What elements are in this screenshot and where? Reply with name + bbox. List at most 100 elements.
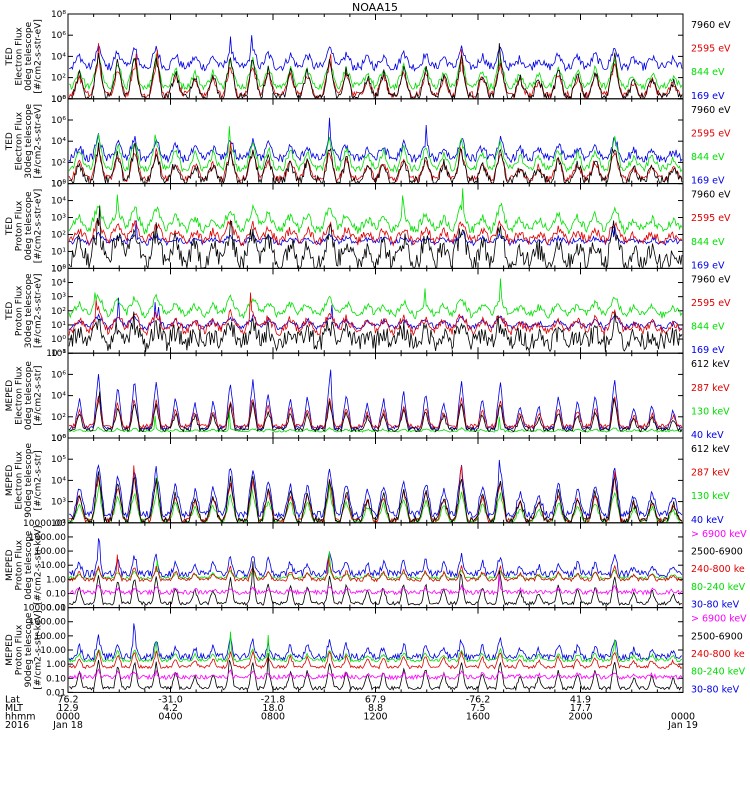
y-tick-label: 10⁸ [51, 95, 66, 105]
legend-entry: 40 keV [691, 430, 724, 441]
y-tick-label: 10⁴ [51, 392, 66, 402]
series-trace [68, 650, 683, 670]
y-tick-label: 10¹ [51, 247, 66, 257]
y-tick-label: 10⁵ [51, 455, 66, 465]
y-axis-label: TEDElectron Flux0deg telescope[#/cm2-s-s… [5, 19, 44, 94]
x-tick-label: -21.8 [261, 694, 286, 705]
legend-entry: 7960 eV [691, 190, 731, 201]
legend-entry: 287 keV [691, 468, 730, 479]
y-tick-label: 10⁰ [51, 180, 66, 190]
y-tick-label: 10³ [51, 214, 66, 224]
legend-entry: > 6900 keV [691, 529, 747, 540]
y-tick-label: 10⁶ [51, 31, 66, 41]
y-axis-label: TEDElectron Flux30deg telescope[#/cm2-s-… [5, 103, 44, 178]
x-tick-label: 12.9 [57, 703, 78, 714]
x-row-label: hhmm [5, 711, 36, 722]
y-tick-label: 0.01 [46, 604, 66, 614]
y-tick-label: 10² [51, 230, 66, 240]
series-trace [68, 668, 683, 681]
y-tick-label: 100.00 [35, 632, 67, 642]
series-trace [68, 653, 683, 692]
series-trace [68, 126, 683, 174]
legend-entry: 7960 eV [691, 20, 731, 31]
panel-6: 10² 10³ 10⁴ 10⁵ 10⁶ MEPEDElectron Flux90deg t… [5, 434, 730, 529]
y-tick-label: 10² [51, 519, 66, 529]
legend-entry: 240-800 ke [691, 564, 745, 575]
chart-title: NOAA15 [351, 1, 399, 14]
legend-entry: 2500-6900 [691, 631, 743, 642]
legend-entry: 30-80 keV [691, 600, 740, 611]
series-trace [68, 219, 683, 247]
series-trace [69, 471, 682, 524]
x-tick-label: 2000 [568, 711, 592, 722]
y-tick-label: 10³ [51, 293, 66, 303]
legend-entry: > 6900 keV [691, 614, 747, 625]
y-tick-label: 1.00 [46, 575, 66, 585]
series-trace [69, 43, 683, 100]
legend-entry: 169 eV [691, 176, 725, 187]
y-axis-label: TEDProton Flux30deg telescope[#/cm2-s-st… [5, 273, 44, 348]
y-tick-label: 0.10 [46, 674, 66, 684]
y-axis-label: MEPEDProton Flux90deg telescope[#/cm2-s-… [5, 610, 44, 689]
panel-1: 10⁰ 10² 10⁴ 10⁶ 10⁸ TEDElectron Flux0deg tele… [5, 10, 731, 105]
panel-3: 10⁰ 10¹ 10² 10³ 10⁴ 10⁵ TEDProton Flux0deg tel… [5, 180, 731, 275]
legend-entry: 2595 eV [691, 128, 731, 139]
y-tick-label: 10⁴ [51, 279, 66, 289]
panel-frame [67, 183, 684, 269]
series-trace [69, 538, 683, 579]
legend-entry: 169 eV [691, 345, 725, 356]
x-tick-label: 7.5 [470, 703, 485, 714]
x-tick-label: -76.2 [466, 694, 491, 705]
series-trace [68, 43, 683, 100]
series-trace [68, 396, 683, 430]
legend-entry: 40 keV [691, 515, 724, 526]
x-row-label: Lat [5, 694, 20, 705]
series-trace [68, 411, 683, 433]
legend-entry: 240-800 ke [691, 649, 745, 660]
panel-4: 10⁻¹ 10⁰ 10¹ 10² 10³ 10⁴ 10⁵ TEDProton Flux30de… [5, 264, 731, 359]
legend-entry: 287 keV [691, 383, 730, 394]
series-trace [68, 292, 683, 337]
series-trace [69, 35, 683, 72]
x-row-label: 2016 [5, 720, 29, 731]
y-tick-label: 10⁶ [51, 116, 66, 126]
legend-entry: 130 keV [691, 406, 730, 417]
y-tick-label: 10⁰ [51, 264, 66, 274]
y-tick-label: 10⁻¹ [46, 349, 66, 359]
y-tick-label: 10⁴ [51, 476, 66, 486]
legend-entry: 7960 eV [691, 274, 731, 285]
legend-entry: 80-240 keV [691, 667, 746, 678]
x-tick-label: 0000 [56, 711, 80, 722]
y-tick-label: 10² [51, 158, 66, 168]
x-tick-label: Jan 18 [52, 720, 83, 731]
y-tick-label: 10⁰ [51, 434, 66, 444]
series-trace [68, 554, 683, 583]
y-tick-label: 10² [51, 307, 66, 317]
panel-frame [67, 522, 684, 609]
y-tick-label: 10⁵ [51, 180, 66, 190]
y-tick-label: 10⁵ [51, 264, 66, 274]
y-tick-label: 10⁴ [51, 197, 66, 207]
legend-entry: 30-80 keV [691, 684, 740, 695]
x-tick-label: 1200 [363, 711, 387, 722]
y-tick-label: 10⁰ [51, 95, 66, 105]
series-trace [68, 311, 683, 353]
y-axis-label: TEDProton Flux0deg telescope[#/cm2-s-str… [5, 189, 44, 264]
x-tick-label: 18.0 [262, 703, 283, 714]
x-tick-label: 76.2 [57, 694, 78, 705]
legend-entry: 844 eV [691, 237, 725, 248]
series-trace [68, 206, 683, 270]
legend-entry: 169 eV [691, 260, 725, 271]
y-tick-label: 10⁶ [51, 370, 66, 380]
x-tick-label: 8.8 [368, 703, 383, 714]
y-axis-label: MEPEDProton Flux0deg telescope[#/cm2-s-s… [5, 525, 44, 604]
series-trace [68, 623, 683, 662]
y-tick-label: 0.01 [46, 688, 66, 698]
series-trace [68, 188, 683, 236]
legend-entry: 2595 eV [691, 44, 731, 55]
legend-entry: 612 keV [691, 444, 730, 455]
y-tick-label: 1000.00 [29, 618, 66, 628]
y-tick-label: 10³ [51, 498, 66, 508]
y-tick-label: 10⁰ [51, 335, 66, 345]
